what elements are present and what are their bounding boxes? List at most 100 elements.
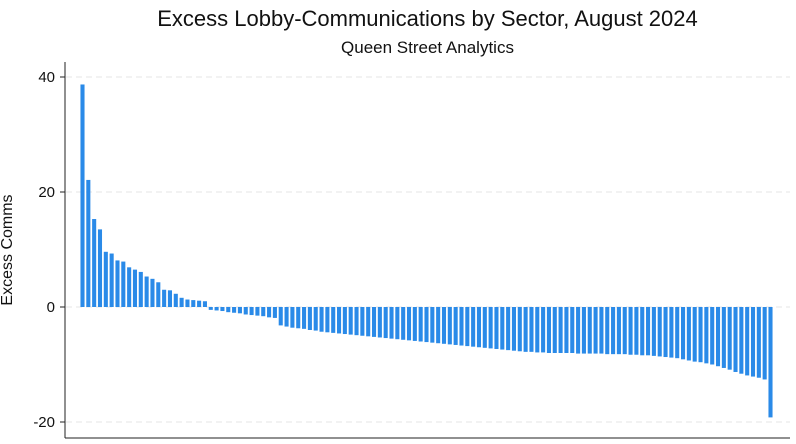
bar — [564, 307, 569, 353]
bar — [640, 307, 645, 356]
bar — [278, 307, 283, 326]
bar — [348, 307, 353, 335]
bar — [220, 307, 225, 312]
bar — [290, 307, 295, 328]
y-tick-label: -20 — [33, 414, 55, 431]
bar — [179, 297, 184, 307]
bar — [156, 282, 161, 307]
bar — [453, 307, 458, 345]
bar — [459, 307, 464, 346]
bar — [319, 307, 324, 332]
bar — [249, 307, 254, 316]
bar — [255, 307, 260, 316]
bar — [150, 278, 155, 307]
chart-title: Excess Lobby-Communications by Sector, A… — [157, 6, 698, 31]
bar — [476, 307, 482, 348]
bar — [622, 307, 627, 355]
bar — [739, 307, 744, 374]
bar — [366, 307, 371, 337]
bars — [80, 84, 773, 418]
bar — [377, 307, 382, 338]
bar — [710, 307, 715, 365]
bar — [389, 307, 394, 339]
bar — [471, 307, 476, 347]
bar — [750, 307, 756, 377]
bar — [465, 307, 470, 347]
bar — [768, 307, 773, 418]
bar — [331, 307, 336, 333]
bar — [383, 307, 388, 339]
bar — [482, 307, 487, 348]
bar — [412, 307, 417, 341]
bar — [546, 307, 551, 353]
bar — [342, 307, 347, 335]
bar — [243, 307, 248, 315]
bar — [127, 267, 132, 307]
bar — [430, 307, 435, 343]
bar — [162, 289, 167, 307]
bar — [232, 307, 237, 313]
y-tick-label: 0 — [47, 299, 55, 316]
bar — [634, 307, 639, 355]
bar — [657, 307, 662, 357]
bar — [605, 307, 610, 355]
bar — [488, 307, 493, 349]
bar — [325, 307, 330, 333]
bar — [86, 179, 91, 307]
bar — [138, 271, 143, 307]
y-tick-label: 20 — [38, 184, 55, 201]
bar — [616, 307, 621, 355]
bar — [745, 307, 750, 376]
bar — [296, 307, 301, 329]
bar — [541, 307, 546, 353]
bar — [686, 307, 691, 361]
bar — [191, 300, 196, 307]
y-tick-label: 40 — [38, 69, 55, 86]
bar — [681, 307, 686, 360]
bar — [558, 307, 563, 353]
bar — [103, 251, 108, 307]
bar — [226, 307, 231, 313]
bar — [494, 307, 499, 349]
bar — [523, 307, 528, 352]
bar — [237, 307, 242, 314]
bar — [272, 307, 277, 318]
bar — [121, 261, 126, 307]
bar — [92, 219, 97, 307]
bar — [535, 307, 540, 353]
bar — [360, 307, 365, 336]
bar — [669, 307, 674, 358]
bar — [529, 307, 534, 352]
bar — [261, 307, 266, 317]
bar — [307, 307, 312, 330]
bar — [418, 307, 423, 342]
bar — [762, 307, 767, 380]
bar — [517, 307, 522, 352]
gridlines — [66, 76, 790, 423]
bar — [704, 307, 709, 364]
bar — [576, 307, 581, 354]
bar — [599, 307, 604, 354]
bar — [80, 84, 85, 307]
bar — [401, 307, 406, 340]
bar — [628, 307, 633, 355]
bar — [202, 301, 207, 307]
bar — [436, 307, 441, 344]
bar — [447, 307, 452, 345]
bar — [197, 300, 202, 307]
bar — [692, 307, 697, 362]
bar — [337, 307, 342, 334]
bar — [698, 307, 703, 363]
bar — [721, 307, 726, 368]
bar — [302, 307, 307, 329]
bar — [267, 307, 272, 318]
bar — [208, 307, 213, 310]
bar — [115, 260, 120, 307]
bar — [97, 229, 103, 307]
bar — [570, 307, 575, 353]
bar — [651, 307, 656, 356]
bar — [611, 307, 616, 355]
bar — [727, 307, 732, 370]
bar — [441, 307, 447, 344]
